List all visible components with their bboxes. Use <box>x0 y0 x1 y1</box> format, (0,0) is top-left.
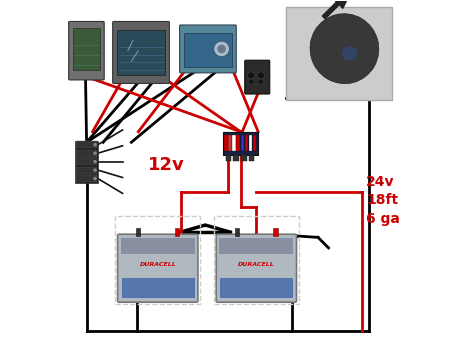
FancyArrow shape <box>321 0 354 20</box>
Bar <box>122 278 194 297</box>
Bar <box>241 155 246 161</box>
Text: DURACELL: DURACELL <box>238 262 275 267</box>
Bar <box>76 158 97 165</box>
Bar <box>175 228 179 236</box>
Circle shape <box>258 79 264 84</box>
Bar <box>237 135 240 151</box>
Bar <box>184 33 232 66</box>
Bar <box>234 155 239 161</box>
Circle shape <box>257 72 264 79</box>
Bar <box>121 237 195 254</box>
Bar <box>214 216 299 304</box>
Circle shape <box>214 41 229 57</box>
Circle shape <box>93 152 97 155</box>
Circle shape <box>93 160 97 163</box>
Bar <box>117 29 165 75</box>
Circle shape <box>218 45 226 53</box>
Circle shape <box>93 168 97 172</box>
Circle shape <box>93 143 97 147</box>
FancyBboxPatch shape <box>180 25 237 73</box>
Bar <box>273 228 278 236</box>
Ellipse shape <box>310 14 379 84</box>
Bar <box>68 56 70 65</box>
Circle shape <box>93 177 97 180</box>
FancyBboxPatch shape <box>113 21 169 83</box>
Bar <box>245 135 248 151</box>
Bar <box>223 132 258 155</box>
Text: 12v: 12v <box>148 156 185 174</box>
Bar <box>75 141 98 183</box>
Text: 24v
18ft
6 ga: 24v 18ft 6 ga <box>366 175 400 226</box>
Bar <box>220 278 292 297</box>
Circle shape <box>247 72 255 79</box>
Bar <box>249 155 254 161</box>
Bar <box>249 135 252 151</box>
Bar <box>116 216 200 304</box>
Bar <box>226 155 231 161</box>
FancyBboxPatch shape <box>216 234 297 302</box>
Bar <box>253 135 256 151</box>
Bar <box>240 135 244 151</box>
Bar <box>73 28 100 70</box>
Bar <box>76 150 97 157</box>
Bar <box>219 237 293 254</box>
Bar <box>235 228 239 236</box>
Bar <box>68 38 70 47</box>
FancyBboxPatch shape <box>245 60 270 94</box>
Circle shape <box>249 79 254 84</box>
Bar <box>136 228 140 236</box>
FancyBboxPatch shape <box>69 21 104 80</box>
Bar <box>76 141 97 148</box>
Bar <box>76 175 97 182</box>
Bar <box>232 135 236 151</box>
Text: DURACELL: DURACELL <box>139 262 176 267</box>
Bar <box>228 135 232 151</box>
Ellipse shape <box>342 47 358 60</box>
FancyBboxPatch shape <box>118 234 198 302</box>
Bar <box>286 7 392 100</box>
Bar <box>224 135 228 151</box>
Bar <box>76 166 97 174</box>
